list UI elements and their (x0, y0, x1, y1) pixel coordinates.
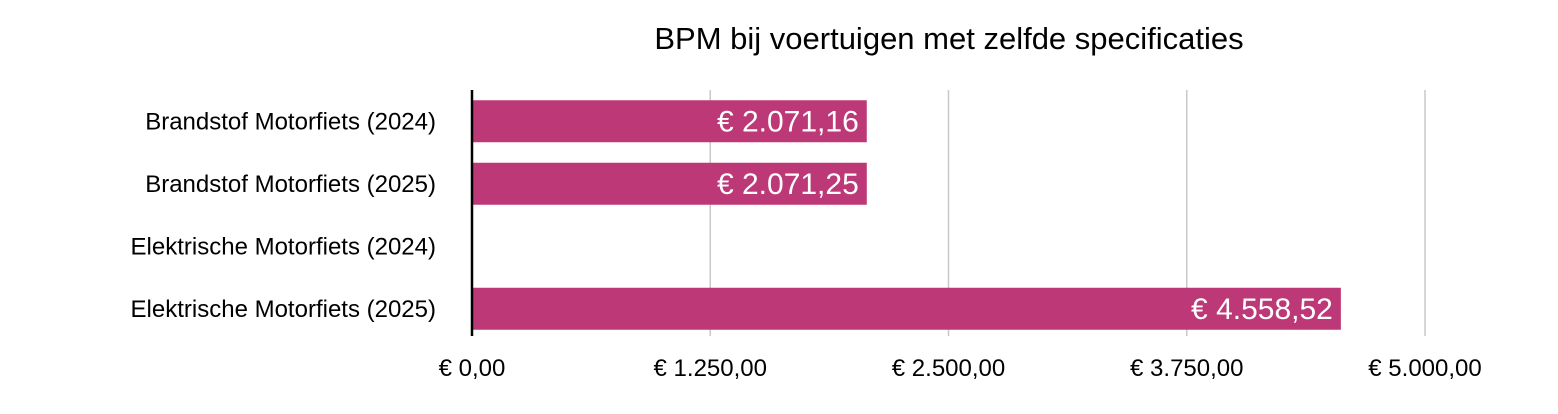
category-labels: Brandstof Motorfiets (2024) Brandstof Mot… (131, 108, 436, 323)
bars: € 2.071,16 € 2.071,25 € 4.558,52 (472, 100, 1341, 330)
category-label: Elektrische Motorfiets (2024) (131, 233, 436, 260)
category-label: Brandstof Motorfiets (2025) (145, 171, 436, 198)
bar (472, 162, 867, 205)
x-tick-label: € 0,00 (439, 355, 506, 382)
bar-value-label: € 4.558,52 (1191, 293, 1333, 326)
x-axis-tick-labels: € 0,00 € 1.250,00 € 2.500,00 € 3.750,00 € 5.… (439, 355, 1482, 382)
bar-value-label: € 2.071,16 (717, 105, 859, 138)
x-tick-label: € 2.500,00 (892, 355, 1005, 382)
category-label: Brandstof Motorfiets (2024) (145, 108, 436, 135)
bar (472, 100, 867, 143)
chart-title: BPM bij voertuigen met zelfde specificat… (654, 21, 1243, 56)
x-tick-label: € 1.250,00 (654, 355, 767, 382)
x-tick-label: € 3.750,00 (1130, 355, 1243, 382)
bar (472, 287, 1341, 330)
category-label: Elektrische Motorfiets (2025) (131, 296, 436, 323)
bar-value-label: € 2.071,25 (717, 168, 859, 201)
x-tick-label: € 5.000,00 (1368, 355, 1481, 382)
